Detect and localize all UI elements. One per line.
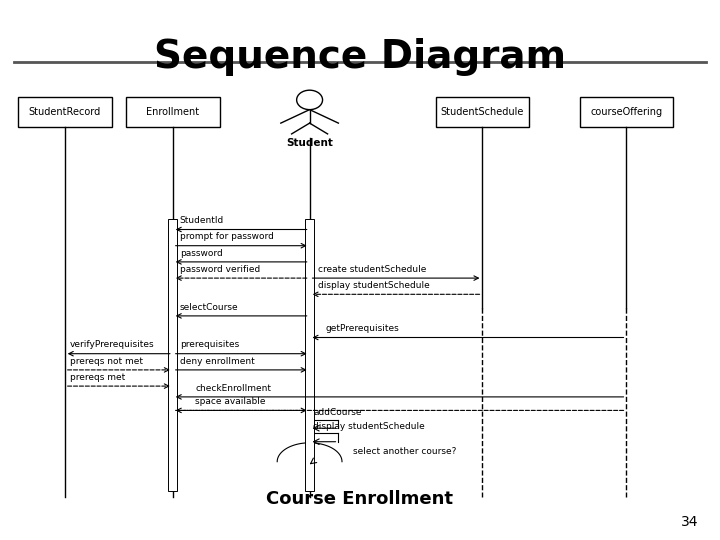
Text: courseOffering: courseOffering	[590, 107, 662, 117]
Text: password: password	[180, 248, 222, 258]
Text: password verified: password verified	[180, 265, 260, 274]
Text: display studentSchedule: display studentSchedule	[318, 281, 430, 290]
Text: StudentId: StudentId	[180, 216, 224, 225]
Text: Enrollment: Enrollment	[146, 107, 199, 117]
Text: prereqs not met: prereqs not met	[71, 356, 143, 366]
FancyBboxPatch shape	[305, 219, 314, 491]
Text: Course Enrollment: Course Enrollment	[266, 490, 454, 508]
FancyBboxPatch shape	[436, 97, 529, 127]
Text: StudentRecord: StudentRecord	[29, 107, 101, 117]
Text: prereqs met: prereqs met	[71, 373, 125, 382]
FancyBboxPatch shape	[168, 219, 177, 491]
Text: getPrerequisites: getPrerequisites	[325, 324, 399, 333]
Text: Student: Student	[286, 138, 333, 148]
Text: display studentSchedule: display studentSchedule	[313, 422, 425, 431]
Text: prompt for password: prompt for password	[180, 232, 274, 241]
Text: create studentSchedule: create studentSchedule	[318, 265, 427, 274]
Text: deny enrollment: deny enrollment	[180, 356, 254, 366]
Text: prerequisites: prerequisites	[180, 340, 239, 349]
Text: space available: space available	[195, 397, 266, 406]
Text: 34: 34	[681, 515, 698, 529]
Text: select another course?: select another course?	[353, 447, 456, 456]
Text: addCourse: addCourse	[313, 408, 361, 417]
Text: verifyPrerequisites: verifyPrerequisites	[71, 340, 155, 349]
FancyBboxPatch shape	[126, 97, 220, 127]
Text: StudentSchedule: StudentSchedule	[441, 107, 524, 117]
Text: checkEnrollment: checkEnrollment	[195, 383, 271, 393]
Text: selectCourse: selectCourse	[180, 302, 238, 312]
Text: Sequence Diagram: Sequence Diagram	[154, 38, 566, 76]
FancyBboxPatch shape	[18, 97, 112, 127]
FancyBboxPatch shape	[580, 97, 673, 127]
Circle shape	[297, 90, 323, 110]
